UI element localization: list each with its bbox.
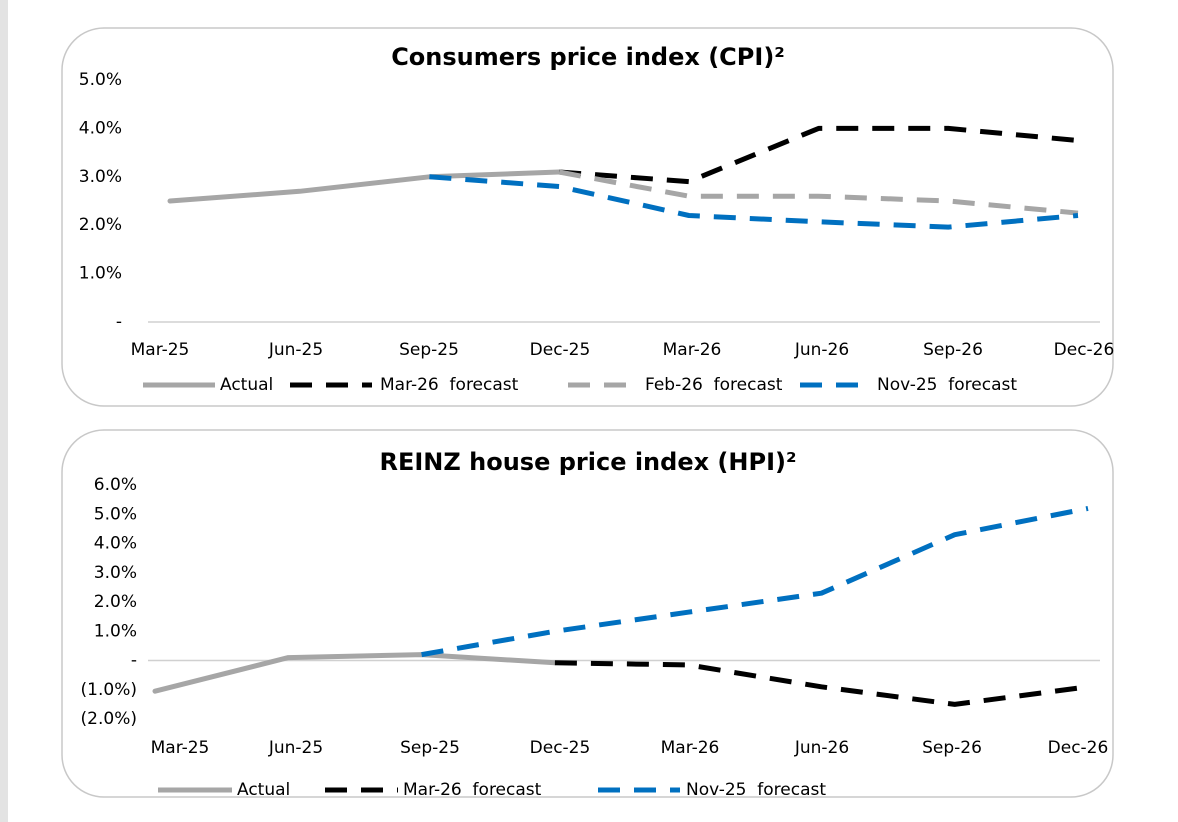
legend-label: Nov-25 forecast [686, 780, 826, 800]
y-tick-label: 3.0% [79, 167, 122, 187]
x-tick-label: Jun-26 [794, 340, 849, 360]
y-tick-label: 1.0% [79, 264, 122, 284]
y-tick-label: 5.0% [94, 504, 137, 524]
x-tick-label: Mar-26 [661, 738, 720, 758]
series-line [167, 169, 562, 204]
panel [61, 429, 1114, 798]
x-tick-label: Jun-26 [794, 738, 849, 758]
x-tick-label: Sep-26 [923, 340, 983, 360]
series-line [421, 505, 1089, 658]
y-tick-label: (2.0%) [81, 709, 137, 729]
x-tick-label: Dec-26 [1048, 738, 1109, 758]
legend-label: Actual [237, 780, 290, 800]
x-tick-label: Sep-25 [400, 738, 460, 758]
series-line [554, 660, 1089, 707]
chart-title: Consumers price index (CPI)² [391, 43, 785, 71]
y-tick-label: 5.0% [79, 70, 122, 90]
side-strip [0, 0, 8, 822]
x-tick-label: Mar-25 [131, 340, 190, 360]
y-tick-label: 6.0% [94, 475, 137, 495]
x-tick-label: Dec-26 [1054, 340, 1115, 360]
y-tick-label: - [131, 651, 137, 671]
series-line [152, 652, 558, 694]
y-tick-label: 1.0% [94, 621, 137, 641]
x-tick-label: Sep-25 [399, 340, 459, 360]
y-tick-label: 4.0% [79, 118, 122, 138]
y-tick-label: 2.0% [79, 215, 122, 235]
chart-title: REINZ house price index (HPI)² [380, 448, 797, 476]
series-line [429, 174, 1079, 230]
x-tick-label: Dec-25 [530, 738, 591, 758]
y-tick-label: 4.0% [94, 534, 137, 554]
y-tick-label: 3.0% [94, 563, 137, 583]
series-line [558, 125, 1079, 185]
legend-label: Actual [220, 375, 273, 395]
x-tick-label: Dec-25 [530, 340, 591, 360]
legend-label: Mar-26 forecast [380, 375, 519, 395]
legend-label: Mar-26 forecast [403, 780, 542, 800]
x-tick-label: Mar-25 [151, 738, 210, 758]
series-line [558, 169, 1079, 216]
y-tick-label: (1.0%) [81, 680, 137, 700]
y-tick-label: - [116, 312, 122, 332]
x-tick-label: Jun-25 [268, 738, 323, 758]
legend-label: Feb-26 forecast [645, 375, 783, 395]
legend-label: Nov-25 forecast [877, 375, 1017, 395]
x-tick-label: Sep-26 [922, 738, 982, 758]
x-tick-label: Mar-26 [663, 340, 722, 360]
y-tick-label: 2.0% [94, 592, 137, 612]
panel [61, 27, 1114, 407]
x-tick-label: Jun-25 [268, 340, 323, 360]
